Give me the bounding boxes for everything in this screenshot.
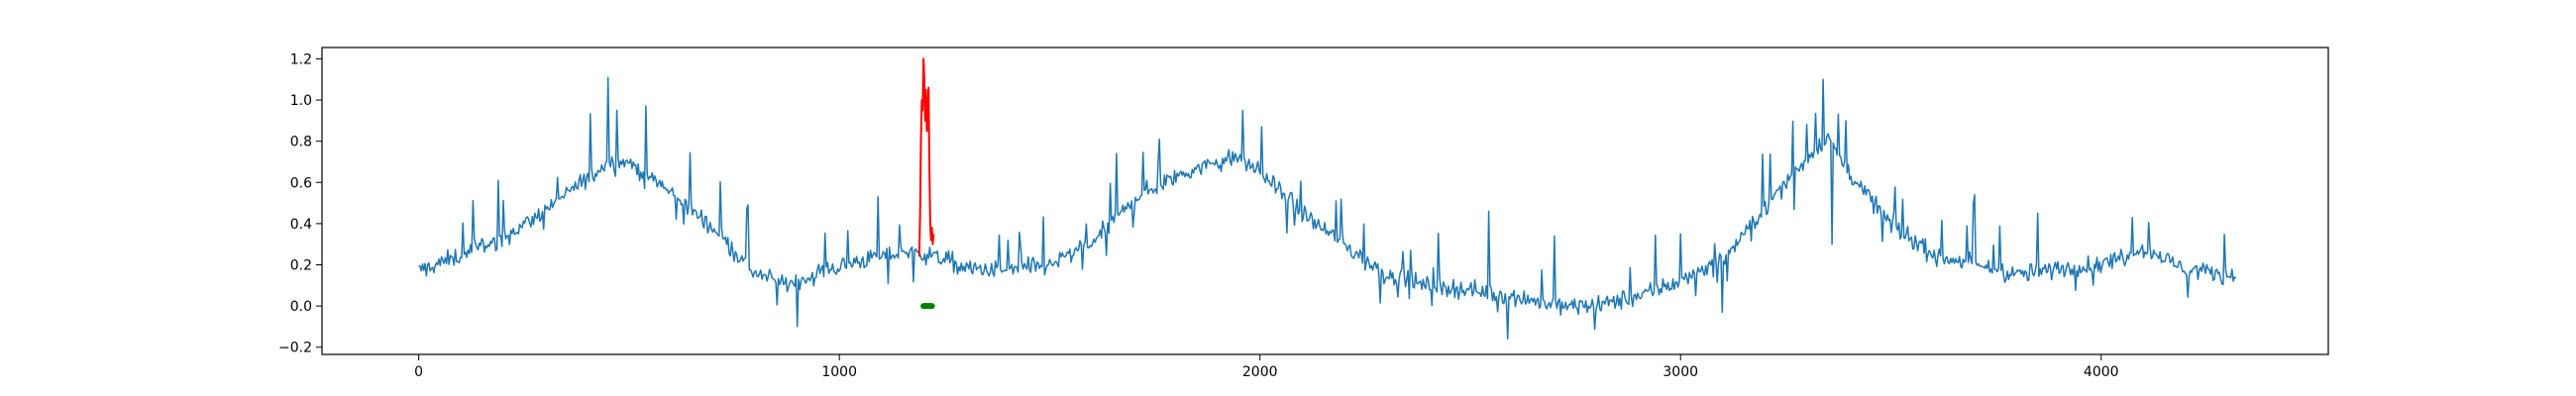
y-tick-label: 0.0	[290, 299, 312, 315]
y-tick-label: 0.8	[290, 135, 312, 150]
x-tick-label: 2000	[1242, 364, 1278, 380]
x-tick-label: 0	[414, 364, 423, 380]
x-axis: 0 1000 2000 3000 4000	[414, 354, 2119, 380]
x-tick-label: 3000	[1663, 364, 1698, 380]
x-tick-label: 4000	[2084, 364, 2119, 380]
series-line-red	[917, 57, 935, 257]
y-tick-label: 1.0	[290, 93, 312, 109]
y-tick-label: 0.6	[290, 175, 312, 191]
series-marker-green	[928, 303, 935, 310]
plot-area	[418, 57, 2237, 341]
y-axis: −0.2 0.0 0.2 0.4 0.6 0.8 1.0 1.2	[278, 51, 322, 356]
x-tick-label: 1000	[821, 364, 857, 380]
y-tick-label: 0.4	[290, 217, 312, 233]
y-tick-label: 0.2	[290, 257, 312, 273]
axes-background	[322, 48, 2328, 354]
series-line-blue	[418, 76, 2237, 341]
y-tick-label: 1.2	[290, 51, 312, 67]
y-tick-label: −0.2	[278, 341, 312, 356]
axes-frame	[321, 47, 2329, 355]
